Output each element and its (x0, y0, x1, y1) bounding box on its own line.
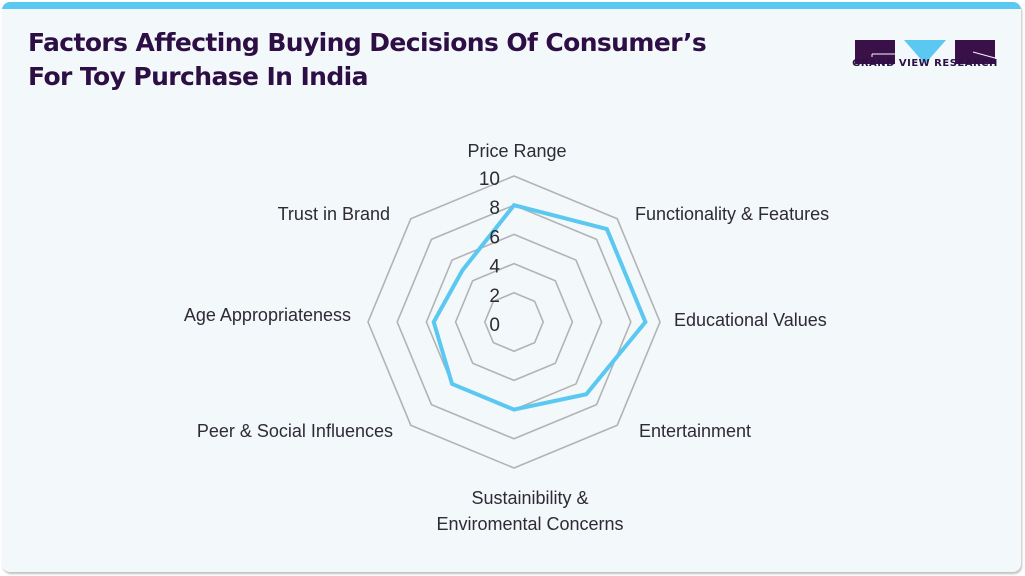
axis-label: Trust in Brand (278, 204, 390, 224)
axis-label: Sustainibility & Enviromental Concerns (436, 488, 623, 534)
grid-ring (367, 175, 661, 469)
grid-ring (454, 262, 574, 382)
title-line-2: For Toy Purchase In India (28, 62, 369, 91)
grid-ring (483, 291, 545, 353)
axis-label: Entertainment (639, 421, 751, 441)
title-line-1: Factors Affecting Buying Decisions Of Co… (28, 28, 707, 57)
grand-view-research-logo-icon (855, 40, 996, 64)
chart-title: Factors Affecting Buying Decisions Of Co… (28, 26, 707, 94)
tick-label: 10 (479, 169, 500, 190)
axis-label: Peer & Social Influences (197, 421, 393, 441)
accent-bar (2, 2, 1021, 9)
tick-label: 8 (489, 198, 500, 219)
axis-label: Functionality & Features (635, 204, 829, 224)
tick-label: 0 (489, 315, 500, 336)
radar-grid (367, 175, 661, 469)
logo-text: GRAND VIEW RESEARCH (852, 58, 998, 69)
series-line (431, 202, 648, 412)
axis-label: Price Range (467, 141, 566, 161)
axis-label: Educational Values (674, 310, 827, 330)
grid-ring (396, 204, 632, 440)
axis-label: Age Appropriateness (184, 305, 351, 325)
tick-label: 4 (489, 257, 500, 278)
tick-label: 6 (489, 227, 500, 248)
tick-label: 2 (489, 286, 500, 307)
